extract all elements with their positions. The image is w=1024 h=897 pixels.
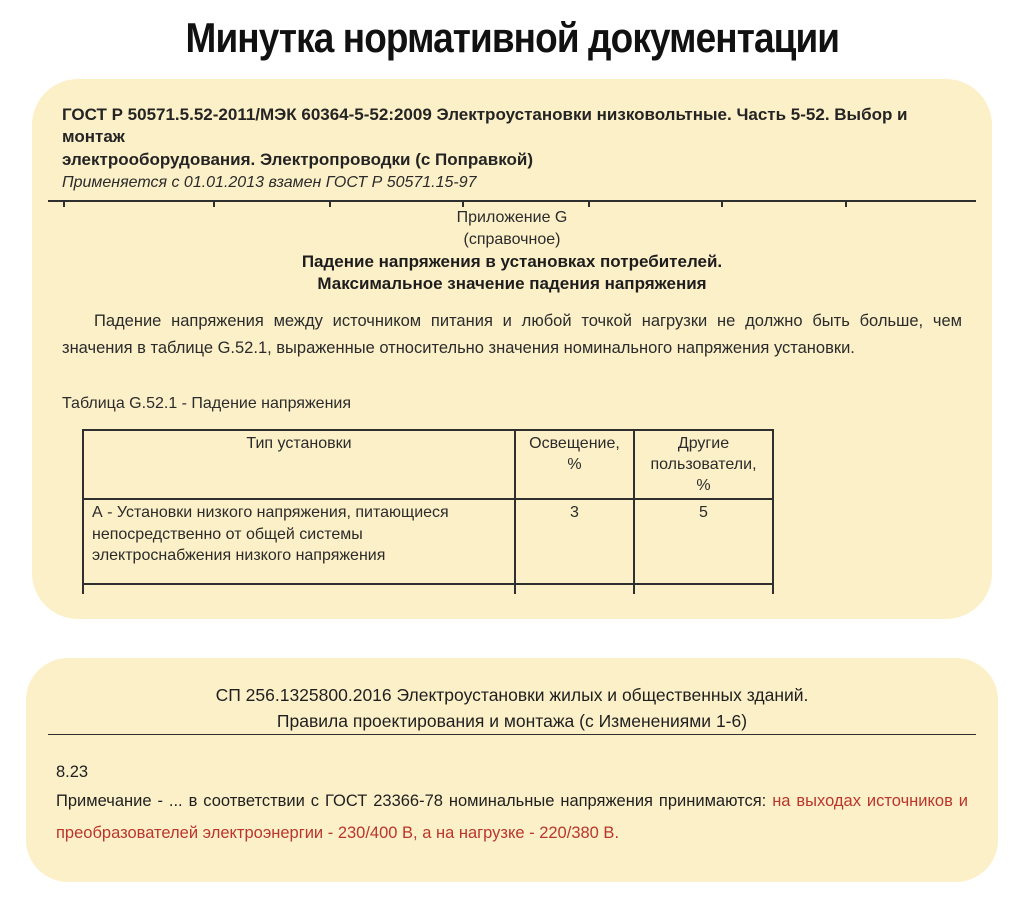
cell-installation-type: А - Установки низкого напряжения, питающ…	[82, 498, 516, 586]
sp-document-heading-line2: Правила проектирования и монтажа (с Изме…	[276, 711, 748, 731]
partial-cell	[82, 583, 516, 595]
table-caption: Таблица G.52.1 - Падение напряжения	[62, 395, 351, 413]
ruler-tick	[62, 202, 65, 208]
voltage-drop-table: Тип установки Освещение, % Другие пользо…	[82, 429, 774, 595]
sp-document-card: СП 256.1325800.2016 Электроустановки жил…	[26, 658, 998, 882]
page-title-text: Минутка нормативной документации	[185, 14, 839, 61]
sp-document-heading-line1: СП 256.1325800.2016 Электроустановки жил…	[215, 685, 809, 705]
page-edge-ruler	[48, 200, 976, 208]
partial-cell	[633, 583, 774, 595]
ruler-tick	[845, 202, 848, 208]
partial-cell	[514, 583, 635, 595]
voltage-drop-paragraph: Падение напряжения между источником пита…	[62, 312, 962, 357]
cell-other-users-value: 5	[633, 498, 774, 586]
appendix-title-line1: Падение напряжения в установках потребит…	[301, 252, 723, 272]
appendix-title-line2: Максимальное значение падения напряжения	[317, 274, 707, 294]
appendix-type: (справочное)	[463, 231, 561, 249]
ruler-tick	[461, 202, 464, 208]
clause-note-red-text: на выходах источников и преобразователей…	[56, 792, 968, 843]
table-row: А - Установки низкого напряжения, питающ…	[82, 498, 774, 586]
section-divider	[48, 734, 976, 735]
page-title: Минутка нормативной документации	[0, 0, 1024, 61]
gost-applies-note: Применяется с 01.01.2013 взамен ГОСТ Р 5…	[62, 174, 477, 192]
ruler-tick	[588, 202, 591, 208]
clause-note-black-text: Примечание - ... в соответствии с ГОСТ 2…	[56, 792, 773, 810]
gost-document-heading: ГОСТ Р 50571.5.52-2011/МЭК 60364-5-52:20…	[62, 105, 908, 169]
column-header-installation-type: Тип установки	[82, 429, 516, 501]
table-partial-row	[82, 583, 774, 595]
clause-note: Примечание - ... в соответствии с ГОСТ 2…	[56, 785, 968, 849]
column-header-other-users: Другие пользователи, %	[633, 429, 774, 501]
ruler-tick	[329, 202, 332, 208]
column-header-lighting: Освещение, %	[514, 429, 635, 501]
clause-number: 8.23	[56, 763, 89, 781]
ruler-tick	[213, 202, 216, 208]
cell-lighting-value: 3	[514, 498, 635, 586]
gost-document-card: ГОСТ Р 50571.5.52-2011/МЭК 60364-5-52:20…	[32, 79, 992, 619]
table-header-row: Тип установки Освещение, % Другие пользо…	[82, 429, 774, 501]
ruler-tick	[720, 202, 723, 208]
appendix-label: Приложение G	[456, 209, 568, 227]
